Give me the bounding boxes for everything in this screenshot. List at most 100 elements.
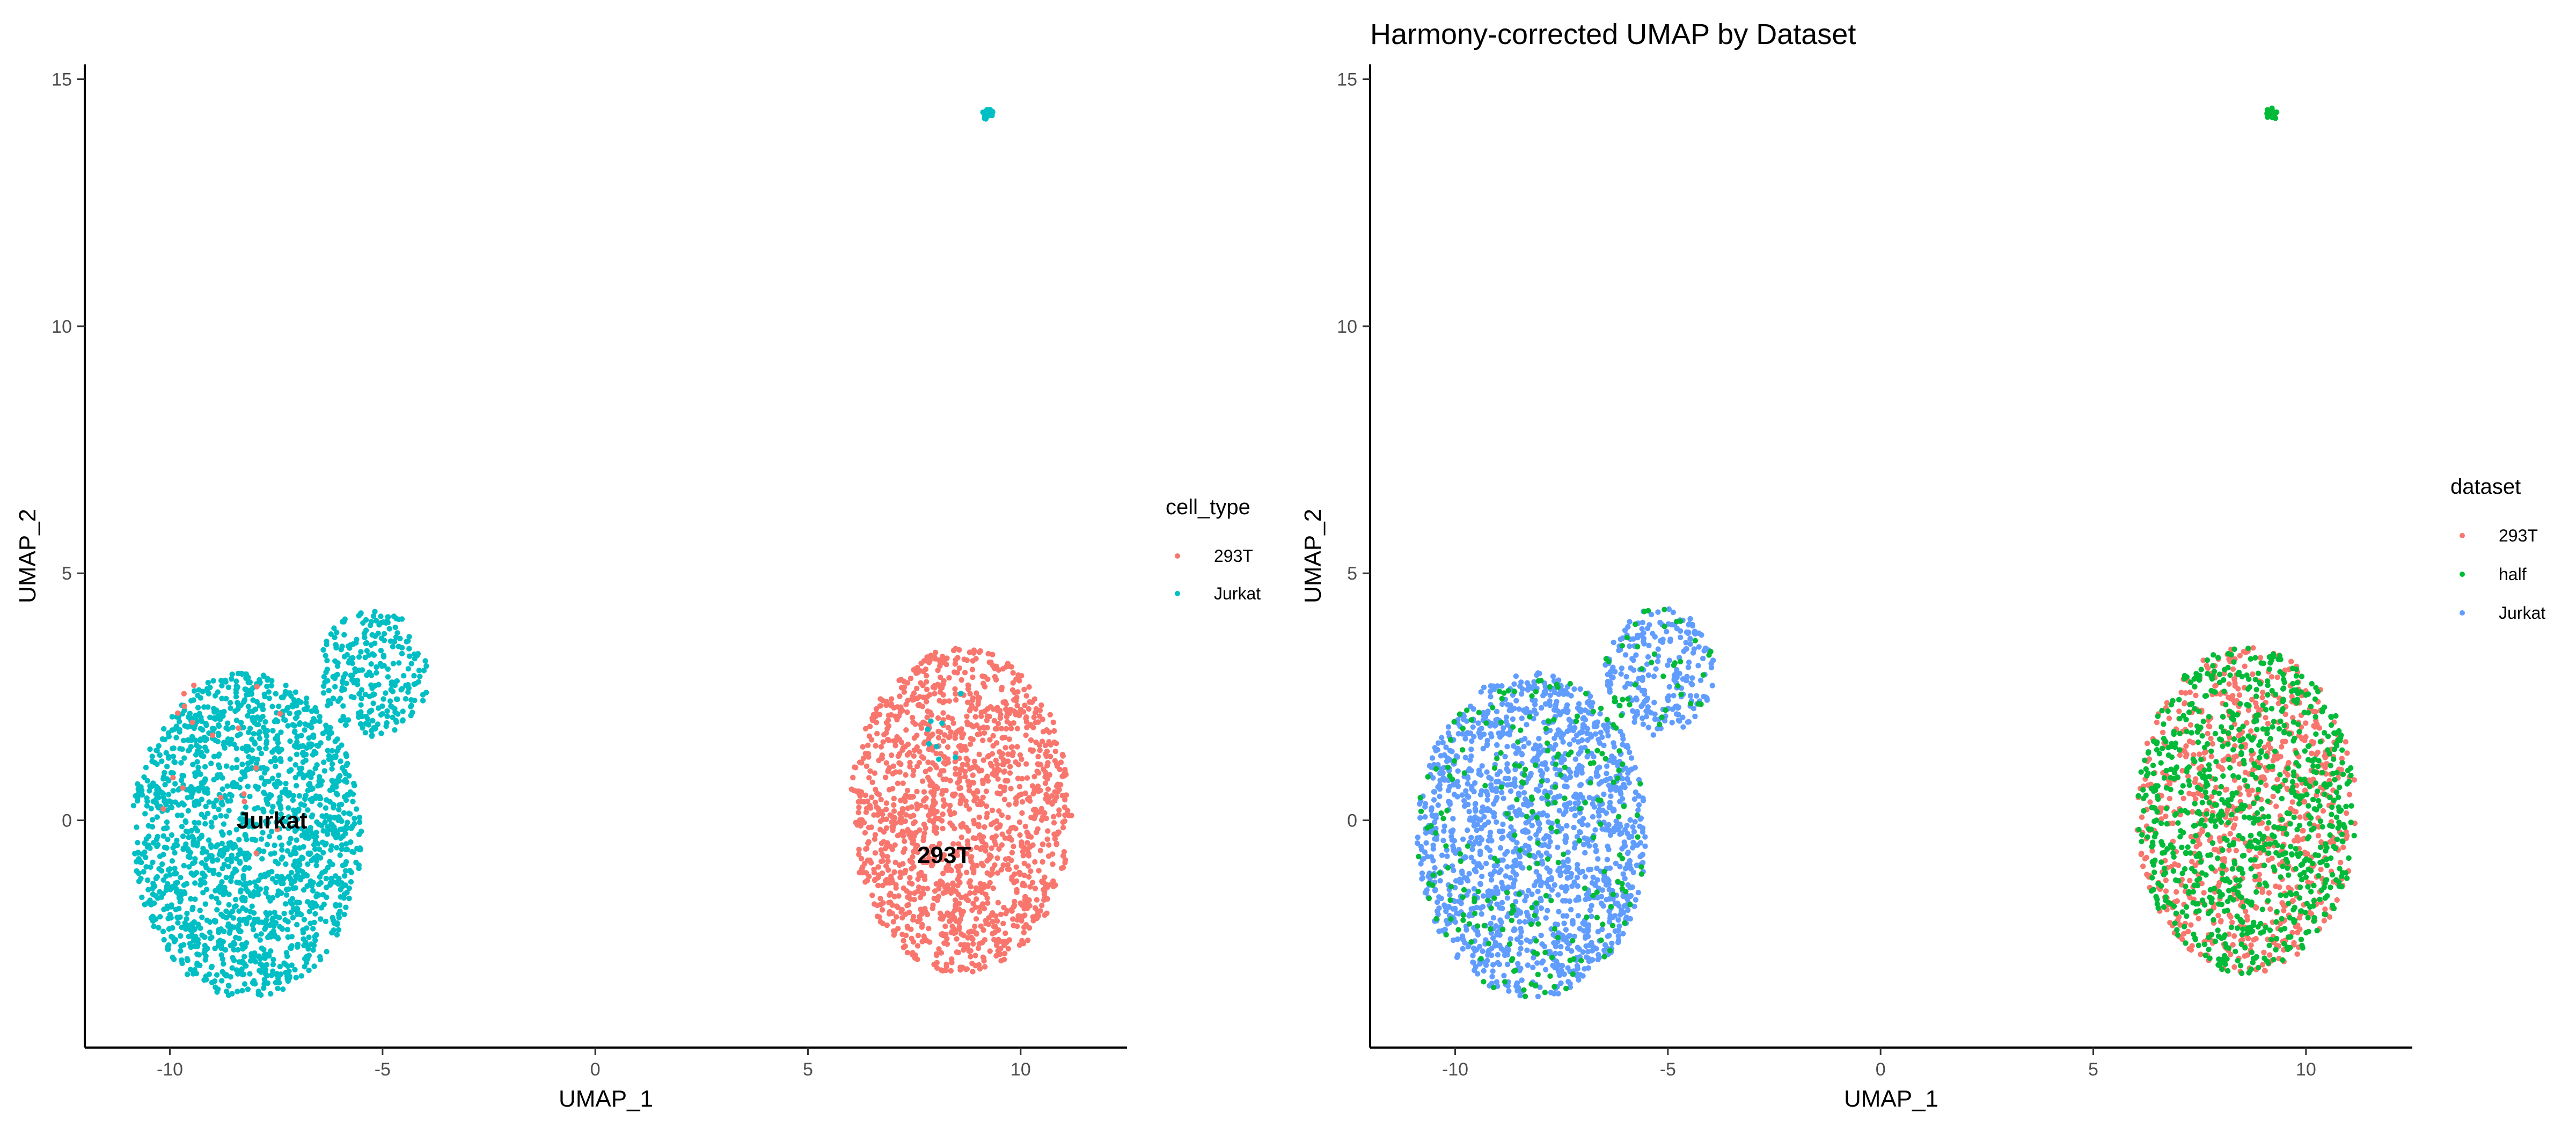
point-jurkat-s1-c0: [229, 671, 235, 677]
point-jurkat-s1-c0: [180, 942, 187, 948]
point-jurkat-s2-c0: [1524, 893, 1529, 899]
point-293t-s0-c3: [958, 677, 964, 683]
point-293t-s0-c3: [1032, 885, 1038, 891]
point-293t-s0-c3: [1022, 883, 1028, 889]
point-jurkat-s1-c0: [356, 865, 362, 872]
point-jurkat-s1-c0: [329, 778, 335, 784]
point-jurkat-s2-c0: [1553, 943, 1559, 949]
point-jurkat-s1-c0: [252, 879, 258, 885]
point-293t-s0-c3: [918, 722, 924, 728]
point-293t-s0-c3: [891, 869, 897, 875]
point-jurkat-s1-c0: [317, 794, 323, 800]
point-jurkat-s2-c0: [1538, 932, 1544, 939]
point-jurkat-s2-c0: [1571, 737, 1577, 743]
point-jurkat-s2-c0: [1577, 869, 1583, 876]
point-jurkat-s2-c0: [1604, 771, 1609, 777]
point-293t-s0-c3: [1007, 764, 1013, 770]
point-jurkat-s1-c0: [200, 890, 206, 896]
y-tick-label: 5: [62, 564, 72, 584]
point-jurkat-s1-c0: [269, 809, 275, 815]
point-293t-s0-c3: [895, 780, 901, 786]
point-jurkat-s1-c0: [192, 896, 198, 902]
point-jurkat-s1-c0: [292, 845, 298, 852]
point-jurkat-s1-c0: [290, 914, 296, 921]
point-jurkat-s1-c0: [333, 784, 339, 790]
point-293t-s0-c3: [1028, 737, 1034, 743]
point-jurkat-s2-c0: [1632, 765, 1638, 771]
point-jurkat-s1-c0: [132, 851, 138, 857]
point-293t-s0-c3: [884, 922, 890, 928]
point-jurkat-s1-c0: [334, 792, 340, 797]
point-jurkat-s2-c0: [1499, 683, 1505, 689]
point-jurkat-s1-c0: [288, 909, 294, 916]
point-293t-s0-c3: [924, 686, 930, 692]
point-293t-s0-c3: [1055, 829, 1061, 836]
point-jurkat-s1-c0: [238, 720, 244, 726]
point-jurkat-s2-c0: [1433, 815, 1439, 821]
point-293t-s0-c3: [909, 714, 916, 721]
point-293t-s0-c3: [927, 657, 933, 663]
point-jurkat-s1-c0: [339, 765, 346, 771]
point-jurkat-s2-c0: [1606, 919, 1613, 925]
point-jurkat-s1-c0: [246, 914, 252, 920]
point-jurkat-s1-c0: [341, 794, 348, 800]
point-293t-s0-c3: [1045, 786, 1051, 792]
point-293t-s0-c4: [181, 703, 187, 709]
point-jurkat-s2-c0: [1436, 928, 1442, 934]
point-jurkat-s1-c0: [308, 796, 313, 802]
point-jurkat-s2-c0: [1518, 946, 1524, 952]
point-jurkat-s1-c0: [303, 939, 309, 945]
point-jurkat-s1-c0: [234, 757, 240, 763]
point-jurkat-s2-c0: [1565, 858, 1571, 864]
point-jurkat-s2-c0: [1419, 870, 1425, 876]
point-jurkat-s1-c0: [272, 842, 277, 848]
point-jurkat-s2-c0: [1576, 946, 1582, 952]
y-tick-label: 15: [52, 70, 72, 90]
point-jurkat-s1-c0: [341, 911, 347, 918]
point-jurkat-s1-c0: [257, 702, 263, 709]
point-jurkat-s2-c0: [1606, 896, 1612, 902]
point-293t-s0-c3: [960, 762, 966, 768]
point-jurkat-s1-c1: [408, 704, 414, 709]
point-293t-s0-c3: [995, 776, 1001, 782]
point-jurkat-s1-c0: [166, 778, 172, 784]
point-jurkat-s2-c0: [1580, 715, 1587, 721]
point-jurkat-s1-c0: [176, 905, 182, 912]
point-293t-s0-c3: [945, 744, 951, 750]
point-jurkat-s1-c0: [144, 778, 150, 784]
point-293t-s0-c3: [894, 903, 899, 909]
point-jurkat-s2-c0: [1621, 781, 1627, 788]
point-jurkat-s2-c0: [1488, 920, 1494, 927]
point-293t-s0-c3: [996, 846, 1002, 852]
point-293t-s0-c3: [891, 932, 897, 938]
point-293t-s0-c3: [1015, 762, 1022, 767]
point-jurkat-s1-c0: [197, 925, 203, 931]
point-jurkat-s1-c1: [323, 653, 328, 658]
point-293t-s0-c4: [209, 732, 216, 738]
point-293t-s0-c3: [1060, 825, 1066, 831]
point-293t-s0-c3: [1002, 835, 1008, 841]
point-jurkat-s1-c0: [214, 972, 220, 978]
point-293t-s0-c3: [1010, 916, 1016, 922]
point-jurkat-s2-c0: [1551, 707, 1557, 713]
point-jurkat-s1-c5: [958, 691, 964, 697]
point-293t-s0-c3: [914, 788, 920, 795]
point-293t-s0-c3: [981, 958, 987, 964]
point-293t-s0-c3: [965, 757, 971, 763]
point-jurkat-s2-c0: [1504, 952, 1510, 958]
umap-panel-2: -10 -5 0 5 10051015UMAP_1UMAP_2Harmony-corre…: [1300, 18, 2545, 1112]
point-293t-s0-c3: [862, 792, 868, 799]
point-jurkat-s2-c0: [1491, 863, 1497, 869]
point-jurkat-s2-c0: [1524, 706, 1529, 712]
point-jurkat-s1-c0: [294, 921, 300, 928]
point-jurkat-s1-c0: [227, 700, 233, 706]
point-jurkat-s1-c0: [228, 840, 233, 846]
point-jurkat-s1-c0: [319, 823, 325, 829]
point-jurkat-s2-c0: [1605, 843, 1611, 850]
point-jurkat-s2-c0: [1554, 794, 1560, 800]
point-293t-s0-c3: [1042, 883, 1049, 889]
point-jurkat-s1-c0: [254, 756, 260, 763]
point-jurkat-s1-c0: [225, 684, 232, 690]
point-293t-s0-c3: [872, 850, 879, 856]
point-293t-s0-c3: [978, 713, 984, 719]
